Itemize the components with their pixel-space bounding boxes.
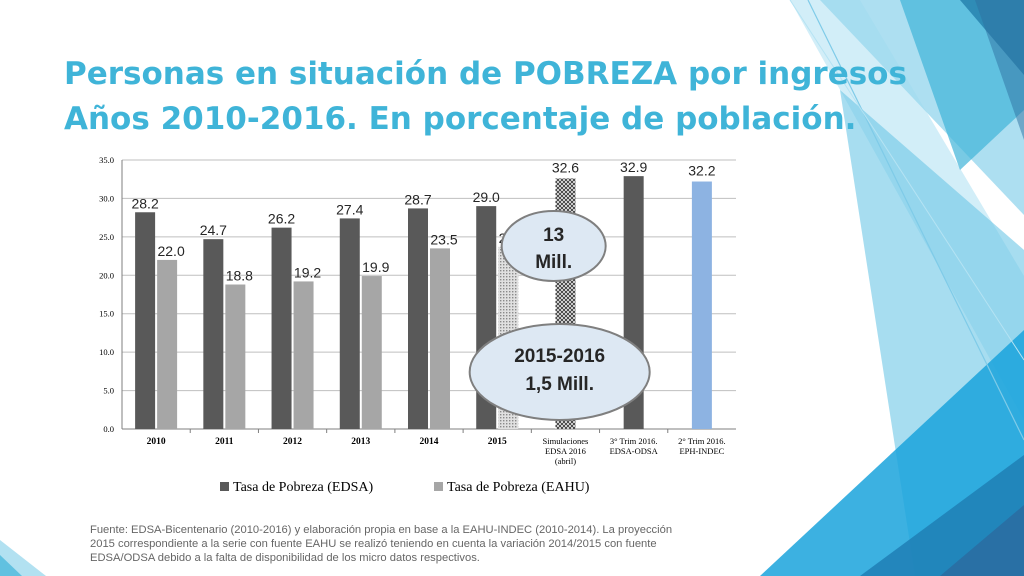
bar-edsa [271, 227, 292, 429]
callout-text: 2015-2016 [514, 346, 605, 367]
bar-eahu [293, 281, 314, 429]
data-label-eahu: 23.5 [430, 231, 457, 247]
callout-13-mill [500, 210, 607, 282]
bar-edsa [135, 212, 156, 429]
x-tick-label: Simulaciones [543, 436, 589, 446]
data-label-eahu: 19.2 [294, 264, 321, 280]
callout-1-5-mill [468, 323, 651, 421]
data-label-edsa: 27.4 [336, 201, 363, 217]
data-label-eahu: 22.0 [157, 243, 184, 259]
x-tick-label: EDSA-ODSA [610, 446, 659, 456]
title-line-2: Años 2010-2016. En porcentaje de poblaci… [64, 101, 857, 137]
x-tick-label: (abril) [555, 456, 576, 466]
y-tick-label: 5.0 [103, 386, 114, 396]
data-label-edsa: 26.2 [268, 211, 295, 227]
y-tick-label: 15.0 [99, 309, 114, 319]
data-label-extra: 32.2 [688, 163, 715, 179]
data-label-edsa: 32.9 [620, 159, 647, 175]
legend-label-eahu: Tasa de Pobreza (EAHU) [447, 480, 590, 495]
y-tick-label: 20.0 [99, 270, 114, 280]
source-line-2: 2015 correspondiente a la serie con fuen… [90, 538, 657, 550]
data-label-edsa: 28.2 [131, 195, 158, 211]
x-tick-label: 2015 [488, 437, 507, 447]
x-tick-label: 2010 [147, 437, 166, 447]
data-label-eahu: 19.9 [362, 259, 389, 275]
poverty-bar-chart: 0.0 5.0 10.0 15.0 20.0 25.0 30.0 35.0 2010 2011 20… [68, 150, 768, 510]
data-label-edsa: 29.0 [473, 189, 500, 205]
source-note: Fuente: EDSA-Bicentenario (2010-2016) y … [90, 523, 750, 565]
bar-edsa [203, 239, 224, 429]
bar-edsa [339, 218, 360, 429]
x-tick-label: EDSA 2016 [545, 446, 586, 456]
x-tick-label: EPH-INDEC [679, 446, 724, 456]
callout-text: 13 [543, 225, 564, 246]
x-tick-label: 2011 [215, 437, 234, 447]
data-label-eahu: 18.8 [226, 268, 253, 284]
title-line-1: Personas en situación de POBREZA por ing… [64, 56, 907, 92]
y-tick-label: 10.0 [99, 347, 114, 357]
x-tick-label: 2014 [420, 437, 439, 447]
data-label-edsa: 28.7 [404, 191, 431, 207]
bar-eahu [225, 284, 246, 429]
bar-edsa [408, 208, 428, 429]
callout-text: 1,5 Mill. [525, 374, 594, 395]
x-tick-label: 2° Trim 2016. [678, 436, 726, 446]
chart-svg: 0.0 5.0 10.0 15.0 20.0 25.0 30.0 35.0 2010 2011 20… [99, 155, 736, 495]
callout-text: Mill. [535, 252, 572, 273]
source-line-1: Fuente: EDSA-Bicentenario (2010-2016) y … [90, 524, 673, 536]
source-line-3: EDSA/ODSA debido a la falta de disponibi… [90, 552, 480, 564]
legend-swatch-eahu [434, 482, 443, 491]
data-label-extra: 32.6 [552, 159, 579, 175]
bar-eahu [157, 259, 178, 429]
x-tick-label: 2013 [351, 437, 370, 447]
data-label-edsa: 24.7 [200, 222, 227, 238]
bar-eahu [361, 276, 382, 429]
legend-label-edsa: Tasa de Pobreza (EDSA) [233, 480, 373, 495]
legend-swatch-edsa [220, 482, 229, 491]
bar-eahu [430, 248, 450, 429]
y-tick-label: 30.0 [99, 193, 114, 203]
y-tick-label: 25.0 [99, 232, 114, 242]
x-tick-label: 2012 [283, 437, 302, 447]
bar-eph [691, 181, 712, 429]
y-tick-label: 35.0 [99, 155, 114, 165]
y-tick-label: 0.0 [103, 424, 114, 434]
x-tick-label: 3° Trim 2016. [610, 436, 658, 446]
